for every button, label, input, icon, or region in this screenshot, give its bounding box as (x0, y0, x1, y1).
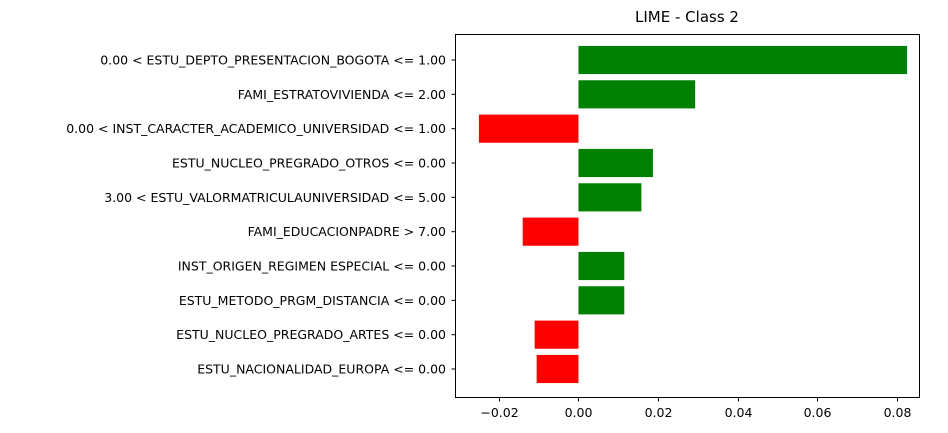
x-tick-label: −0.02 (480, 405, 518, 420)
plot-frame (455, 34, 920, 398)
x-tick-label: 0.00 (565, 405, 593, 420)
y-tick-label: ESTU_NACIONALIDAD_EUROPA <= 0.00 (197, 362, 446, 377)
x-tick-label: 0.06 (804, 405, 832, 420)
y-tick-labels: 0.00 < ESTU_DEPTO_PRESENTACION_BOGOTA <=… (66, 53, 456, 377)
y-tick-label: ESTU_NUCLEO_PREGRADO_OTROS <= 0.00 (172, 156, 446, 171)
bar (478, 114, 579, 143)
bar (578, 80, 696, 109)
bar (578, 251, 625, 281)
x-tick-label: 0.08 (884, 405, 912, 420)
bar (578, 183, 642, 212)
bar (536, 354, 579, 384)
y-tick-label: 0.00 < INST_CARACTER_ACADEMICO_UNIVERSID… (66, 121, 446, 136)
y-tick-label: INST_ORIGEN_REGIMEN ESPECIAL <= 0.00 (178, 259, 446, 274)
y-tick-label: 3.00 < ESTU_VALORMATRICULAUNIVERSIDAD <=… (104, 190, 446, 205)
x-tick-label: 0.04 (725, 405, 753, 420)
x-tick-label: 0.02 (645, 405, 673, 420)
bar (578, 45, 908, 75)
y-tick-label: FAMI_EDUCACIONPADRE > 7.00 (248, 224, 446, 239)
x-ticks: −0.02 0.00 0.02 0.04 0.06 0.08 (480, 397, 912, 420)
bar (534, 320, 579, 349)
chart-title: LIME - Class 2 (635, 8, 739, 26)
y-tick-label: ESTU_METODO_PRGM_DISTANCIA <= 0.00 (179, 293, 446, 308)
y-tick-label: ESTU_NUCLEO_PREGRADO_ARTES <= 0.00 (176, 327, 446, 342)
bar (578, 148, 653, 178)
y-tick-label: FAMI_ESTRATOVIVIENDA <= 2.00 (238, 87, 446, 102)
bar (578, 286, 625, 315)
y-tick-label: 0.00 < ESTU_DEPTO_PRESENTACION_BOGOTA <=… (100, 53, 446, 68)
bars-group (478, 45, 908, 384)
bar (522, 217, 579, 246)
